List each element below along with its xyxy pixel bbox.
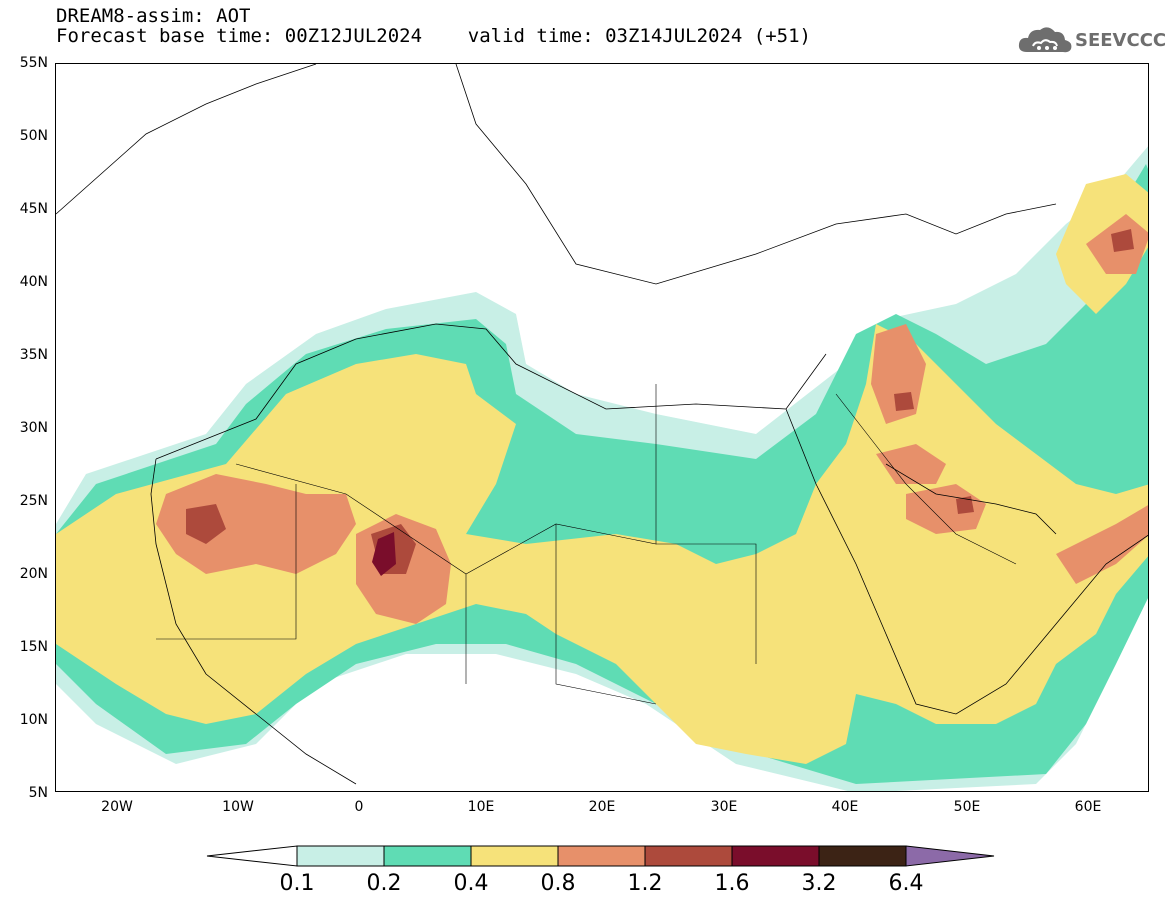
lat-tick-label: 20N — [19, 566, 48, 582]
colorbar-segment — [296, 845, 385, 867]
lat-tick-label: 15N — [19, 639, 48, 655]
lon-tick-label: 30E — [710, 799, 738, 815]
colorbar-label: 0.1 — [279, 871, 315, 896]
colorbar-segment — [470, 845, 559, 867]
lon-tick-label: 10W — [222, 799, 254, 815]
colorbar-label: 0.8 — [540, 871, 576, 896]
lat-tick-label: 10N — [19, 712, 48, 728]
lon-tick-label: 50E — [953, 799, 981, 815]
lon-tick-label: 20W — [101, 799, 133, 815]
colorbar-segment — [644, 845, 733, 867]
colorbar-under-arrow — [206, 845, 298, 867]
colorbar-segment — [557, 845, 646, 867]
logo-text: SEEVCCC — [1075, 30, 1165, 51]
colorbar-segment — [818, 845, 907, 867]
lon-tick-label: 10E — [467, 799, 495, 815]
lat-tick-label: 55N — [19, 55, 48, 71]
lon-tick-label: 60E — [1074, 799, 1102, 815]
seevccc-logo: SEEVCCC — [1017, 24, 1165, 58]
colorbar-over-arrow — [905, 845, 995, 867]
lat-tick-label: 35N — [19, 347, 48, 363]
forecast-time-line: Forecast base time: 00Z12JUL2024 valid t… — [56, 25, 811, 47]
lat-tick-label: 50N — [19, 128, 48, 144]
country-borders — [156, 384, 1017, 705]
colorbar-label: 1.6 — [714, 871, 750, 896]
lat-tick-label: 45N — [19, 201, 48, 217]
map-title: DREAM8-assim: AOT — [56, 5, 251, 27]
colorbar-label: 0.4 — [453, 871, 489, 896]
lat-tick-label: 25N — [19, 493, 48, 509]
lon-tick-label: 0 — [354, 799, 364, 815]
colorbar-label: 1.2 — [627, 871, 663, 896]
aot-band-0.8 — [156, 214, 1148, 624]
lat-tick-label: 5N — [28, 785, 48, 801]
aot-field — [56, 64, 1148, 791]
colorbar-label: 3.2 — [801, 871, 837, 896]
lon-tick-label: 20E — [588, 799, 616, 815]
cloud-icon — [1018, 27, 1072, 53]
aot-band-1.6 — [372, 532, 396, 576]
colorbar-label: 0.2 — [366, 871, 402, 896]
colorbar-segment — [731, 845, 820, 867]
colorbar-segment — [383, 845, 472, 867]
aot-map — [55, 63, 1149, 792]
lat-tick-label: 40N — [19, 274, 48, 290]
coastlines — [56, 64, 1148, 785]
colorbar — [206, 845, 995, 867]
lat-tick-label: 30N — [19, 420, 48, 436]
colorbar-label: 6.4 — [888, 871, 924, 896]
lon-tick-label: 40E — [831, 799, 859, 815]
